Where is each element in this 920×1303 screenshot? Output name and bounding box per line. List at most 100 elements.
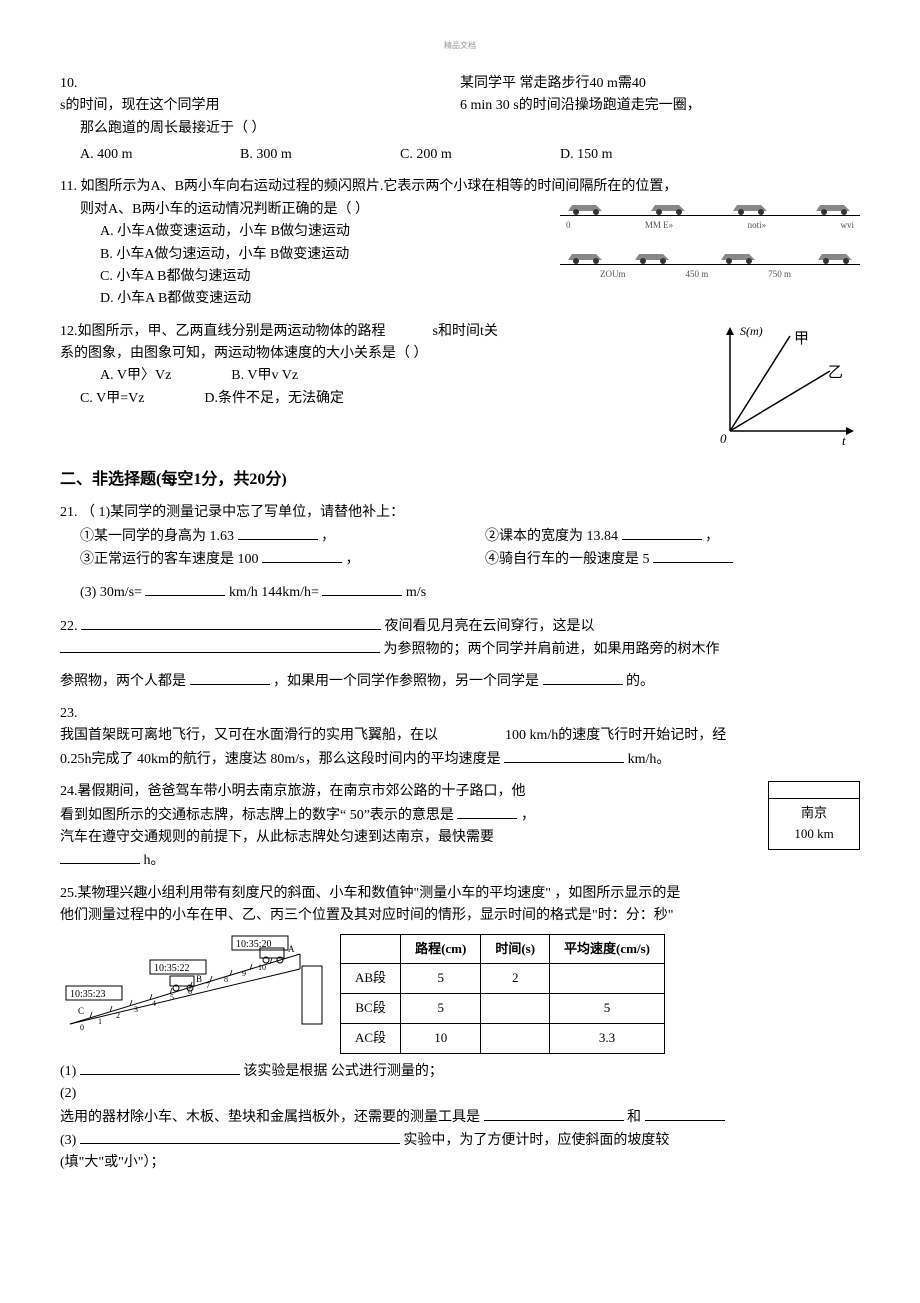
th: 路程(cm) <box>401 934 481 964</box>
svg-text:9: 9 <box>242 969 246 978</box>
car-icon <box>566 248 605 264</box>
svg-text:10: 10 <box>258 963 266 972</box>
q21-i2t: ， <box>705 529 719 544</box>
graph-line1-label: 甲 <box>794 331 809 347</box>
q25-table: 路程(cm) 时间(s) 平均速度(cm/s) AB段 5 2 BC段 5 5 … <box>340 934 665 1054</box>
q21-p3a: (3) 30m/s= <box>80 585 142 600</box>
q12-graph: S(m) t 0 甲 乙 <box>710 321 860 451</box>
q11-lbl: noti» <box>748 218 767 232</box>
blank[interactable] <box>543 670 623 685</box>
q24-bt: ， <box>521 808 535 823</box>
q21-i3t: ， <box>346 552 360 567</box>
q25-p2-mid: 和 <box>627 1110 641 1125</box>
svg-text:B: B <box>196 974 202 984</box>
q10-line2: 那么跑道的周长最接近于（ ） <box>80 118 860 140</box>
header-tiny: 精品文档 <box>60 40 860 53</box>
question-11: 11. 如图所示为A、B两小车向右运动过程的频闪照片.它表示两个小球在相等的时间… <box>60 176 860 310</box>
table-row: BC段 5 5 <box>341 994 665 1024</box>
q21-stem: 21. （ 1)某同学的测量记录中忘了写单位，请替他补上： <box>60 502 860 524</box>
th: 时间(s) <box>481 934 550 964</box>
svg-text:A: A <box>288 944 295 954</box>
blank[interactable] <box>145 581 225 596</box>
blank[interactable] <box>457 804 517 819</box>
blank[interactable] <box>504 748 624 763</box>
question-23: 23. 我国首架既可离地飞行，又可在水面滑行的实用飞翼船，在以 100 km/h… <box>60 703 860 771</box>
q22-d: ，如果用一个同学作参照物，另一个同学是 <box>273 674 539 689</box>
time-c: 10:35:23 <box>70 989 106 1000</box>
q24-a: 24.暑假期间，爸爸驾车带小明去南京旅游，在南京市郊公路的十子路口，他 <box>60 781 860 803</box>
q12-opt-b: B. V甲v Vz <box>231 365 298 387</box>
graph-line2-label: 乙 <box>828 365 843 381</box>
blank[interactable] <box>80 1060 240 1075</box>
car-icon <box>566 199 606 215</box>
q25-p3-tail: (填"大"或"小"）； <box>60 1152 860 1174</box>
q23-b: 100 km/h的速度飞行时开始记时，经 <box>505 728 726 743</box>
q22-e: 的。 <box>626 674 654 689</box>
blank[interactable] <box>238 525 318 540</box>
q11-lbl: wvi <box>841 218 855 232</box>
q23-num: 23. <box>60 703 860 725</box>
car-icon <box>633 248 672 264</box>
q12-opt-a: A. V甲〉Vz <box>100 365 171 387</box>
q24-d: h。 <box>144 853 165 868</box>
svg-text:C: C <box>78 1006 84 1016</box>
blank[interactable] <box>645 1106 725 1121</box>
car-icon <box>814 199 854 215</box>
blank[interactable] <box>60 849 140 864</box>
q25-p3-pre: (3) <box>60 1133 76 1148</box>
car-icon <box>816 248 855 264</box>
q10-opt-a: A. 400 m <box>80 144 200 166</box>
q10-r1: 某同学平 常走路步行40 m需40 <box>460 76 646 91</box>
q23-d: km/h。 <box>628 752 671 767</box>
section-2-title: 二、非选择题(每空1分，共20分) <box>60 467 860 493</box>
graph-origin: 0 <box>720 431 727 446</box>
graph-ylabel: S(m) <box>740 324 763 338</box>
table-row: AB段 5 2 <box>341 964 665 994</box>
q21-i1t: ， <box>321 529 335 544</box>
q25-stem2: 他们测量过程中的小车在甲、乙、丙三个位置及其对应时间的情形，显示时间的格式是"时… <box>60 905 860 927</box>
q25-stem1: 25.某物理兴趣小组利用带有刻度尺的斜面、小车和数值钟"测量小车的平均速度" ，… <box>60 883 860 905</box>
q12-l1a: 12.如图所示，甲、乙两直线分别是两运动物体的路程 <box>60 324 386 339</box>
svg-text:5: 5 <box>170 993 174 1002</box>
q11-lbl: 450 m <box>686 267 709 281</box>
table-row: AC段 10 3.3 <box>341 1023 665 1053</box>
blank[interactable] <box>622 525 702 540</box>
blank[interactable] <box>262 548 342 563</box>
car-icon <box>719 248 758 264</box>
q11-lbl: 0 <box>566 218 571 232</box>
svg-text:4: 4 <box>152 999 156 1008</box>
q10-opt-c: C. 200 m <box>400 144 520 166</box>
q10-num: 10. <box>60 76 78 91</box>
question-21: 21. （ 1)某同学的测量记录中忘了写单位，请替他补上： ①某一同学的身高为 … <box>60 502 860 605</box>
blank[interactable] <box>60 638 380 653</box>
blank[interactable] <box>322 581 402 596</box>
sign-line1: 南京 <box>769 803 859 824</box>
blank[interactable] <box>653 548 733 563</box>
svg-text:8: 8 <box>224 975 228 984</box>
q21-i2: ②课本的宽度为 13.84 <box>485 529 618 544</box>
car-icon <box>649 199 689 215</box>
svg-text:7: 7 <box>206 981 210 990</box>
blank[interactable] <box>190 670 270 685</box>
q11-lbl: 750 m <box>768 267 791 281</box>
q21-i3: ③正常运行的客车速度是 100 <box>80 552 259 567</box>
blank[interactable] <box>81 615 381 630</box>
sign-line2: 100 km <box>769 824 859 845</box>
q22-c: 参照物，两个人都是 <box>60 674 186 689</box>
th: 平均速度(cm/s) <box>550 934 665 964</box>
question-22: 22. 夜间看见月亮在云间穿行，这是以 为参照物的；两个同学并肩前进，如果用路旁… <box>60 615 860 693</box>
svg-text:3: 3 <box>134 1005 138 1014</box>
q21-i1: ①某一同学的身高为 1.63 <box>80 529 234 544</box>
time-a: 10:35:20 <box>236 939 272 950</box>
svg-text:2: 2 <box>116 1011 120 1020</box>
blank[interactable] <box>80 1129 400 1144</box>
q21-i4: ④骑自行车的一般速度是 5 <box>485 552 650 567</box>
q21-p3b: km/h 144km/h= <box>229 585 319 600</box>
blank[interactable] <box>484 1106 624 1121</box>
th <box>341 934 401 964</box>
q23-a: 我国首架既可离地飞行，又可在水面滑行的实用飞翼船，在以 <box>60 728 438 743</box>
q12-opt-d: D.条件不足，无法确定 <box>204 388 344 410</box>
question-10: 10. 某同学平 常走路步行40 m需40 s的时间，现在这个同学用 6 min… <box>60 73 860 167</box>
q11-figure: 0 MM E» noti» wvi ZOUm 450 m 750 m <box>560 189 860 288</box>
svg-text:1: 1 <box>98 1017 102 1026</box>
